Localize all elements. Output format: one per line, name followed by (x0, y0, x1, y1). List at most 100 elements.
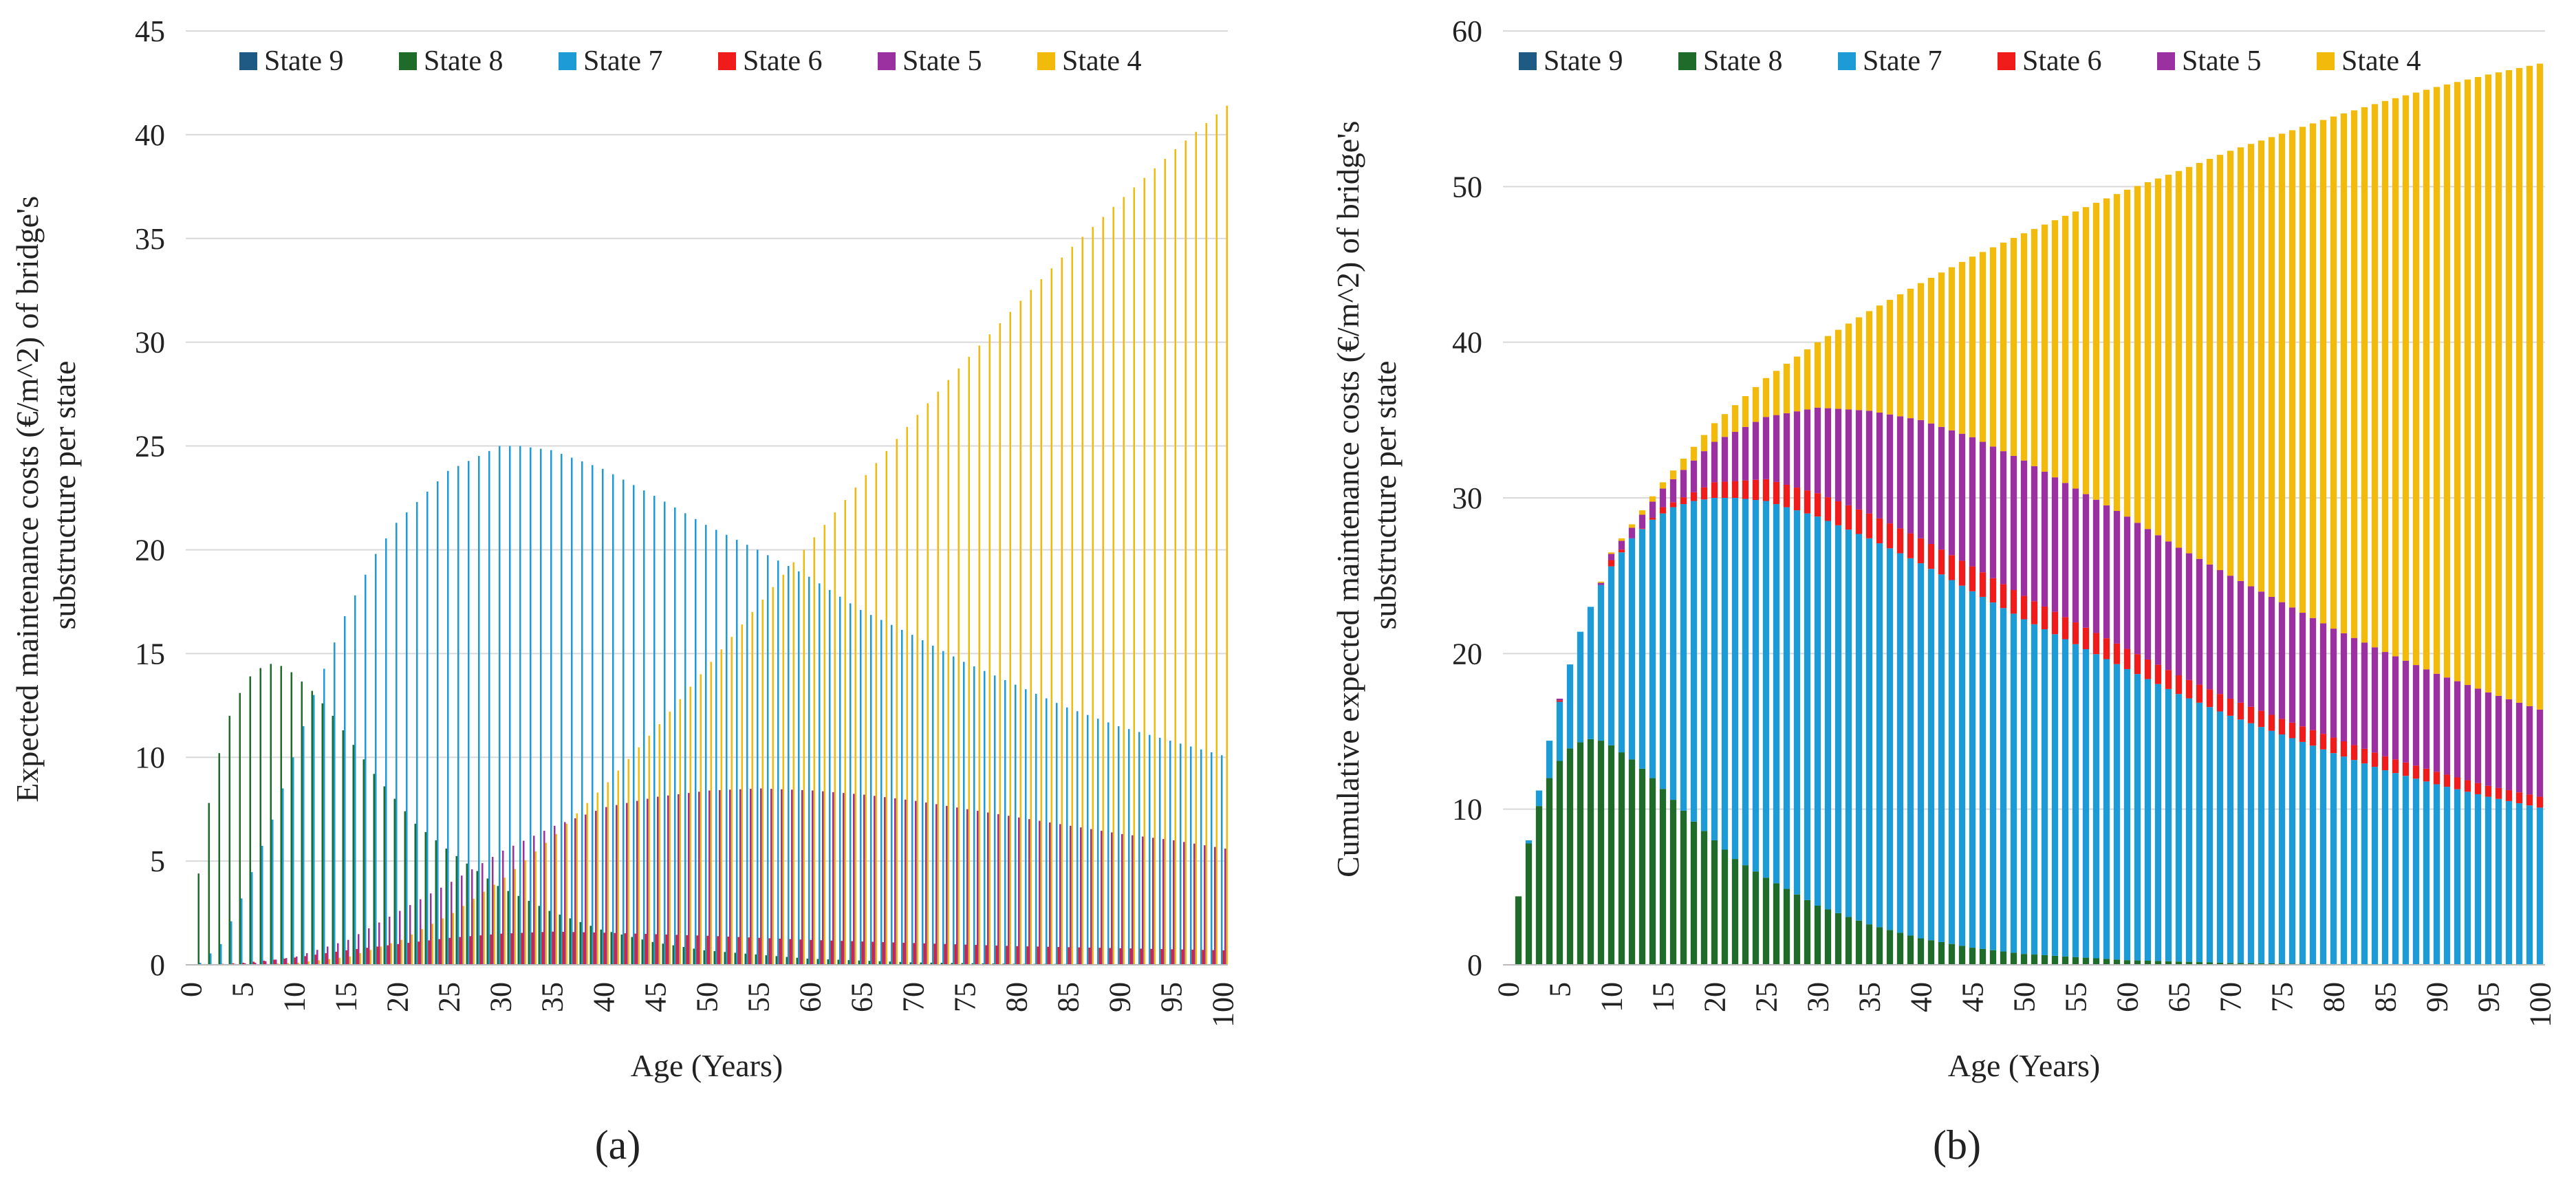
panel-b-x-tick-label: 40 (1905, 982, 1938, 1012)
panel-a-bar-state-5 (657, 797, 659, 965)
panel-a-bar-state-6 (439, 939, 441, 965)
panel-a-bar-state-4 (1195, 132, 1198, 965)
panel-b-x-tick-label: 60 (2111, 982, 2145, 1012)
panel-a-bar-state-6 (924, 943, 926, 965)
panel-b-bar-state-4 (1711, 423, 1718, 441)
panel-b-bar-state-7 (2341, 756, 2347, 964)
panel-b-bar-state-6 (2330, 738, 2337, 754)
panel-a-bar-state-5 (554, 826, 556, 965)
panel-b-bar-state-5 (1742, 427, 1749, 481)
panel-a-bar-state-4 (762, 600, 764, 965)
panel-b-bar-state-6 (2165, 670, 2172, 689)
panel-a-x-tick-label: 25 (433, 982, 466, 1012)
panel-a-x-tick-label: 20 (381, 982, 415, 1012)
panel-a-bar-state-6 (676, 935, 678, 965)
panel-b-bar-state-7 (2454, 789, 2460, 965)
panel-b-bar-state-5 (1722, 437, 1728, 481)
panel-a-bar-state-7 (798, 571, 800, 965)
panel-a-bar-state-4 (876, 463, 878, 965)
panel-b-bar-state-7 (2207, 707, 2213, 962)
panel-a-bar-state-5 (1193, 844, 1195, 965)
panel-b-bar-state-7 (1763, 501, 1769, 878)
panel-a-bar-state-6 (1120, 948, 1122, 965)
panel-a-legend-swatch (718, 52, 736, 70)
panel-a-bar-state-7 (705, 525, 707, 965)
panel-b-bar-state-4 (1846, 324, 1852, 410)
panel-a-bar-state-6 (418, 941, 420, 965)
panel-b-bar-state-5 (2537, 710, 2543, 797)
panel-a-bar-state-7 (1004, 680, 1006, 965)
panel-b-bar-state-8 (1825, 909, 1831, 965)
panel-b-bar-state-4 (2124, 190, 2130, 516)
panel-b-bar-state-6 (1856, 510, 1862, 534)
panel-a-bar-state-8 (807, 959, 809, 965)
panel-a-bar-state-6 (934, 943, 936, 965)
panel-a-bar-state-7 (880, 620, 883, 965)
panel-a-bar-state-8 (704, 950, 706, 965)
panel-b-bar-state-8 (1938, 942, 1945, 965)
panel-b-bar-state-4 (1794, 356, 1800, 411)
panel-a-bar-state-4 (1175, 149, 1177, 965)
panel-a-bar-state-6 (408, 943, 410, 965)
panel-a-bar-state-8 (786, 957, 788, 965)
panel-b-bar-state-8 (1804, 900, 1810, 965)
panel-a-bar-state-7 (354, 596, 356, 965)
panel-a-bar-state-7 (1097, 719, 1099, 965)
panel-a-bar-state-6 (429, 940, 431, 965)
panel-b-bar-state-4 (1763, 378, 1769, 417)
panel-b-bar-state-6 (2248, 707, 2254, 723)
panel-b-bar-state-8 (2114, 959, 2120, 965)
panel-a-legend-label: State 4 (1062, 45, 1141, 77)
panel-b-bar-state-7 (2000, 608, 2006, 951)
panel-a-bar-state-6 (986, 945, 988, 965)
panel-a-bar-state-6 (490, 935, 493, 965)
panel-a-x-tick-label: 40 (587, 982, 621, 1012)
panel-b-bar-state-6 (2372, 752, 2378, 767)
panel-b-bar-state-5 (1825, 408, 1831, 497)
panel-b-bar-state-7 (1856, 534, 1862, 921)
panel-b-bar-state-6 (2103, 638, 2110, 659)
panel-b-bar-state-7 (1876, 543, 1883, 927)
panel-a-x-tick-label: 65 (845, 982, 879, 1012)
panel-b-bar-state-7 (1887, 548, 1893, 930)
panel-b-bar-state-5 (2465, 685, 2471, 781)
panel-b-bar-state-5 (1598, 583, 1604, 585)
panel-a-bar-state-4 (659, 724, 661, 965)
panel-b-bar-state-5 (2372, 647, 2378, 752)
panel-a-bar-state-7 (1200, 750, 1202, 965)
panel-a-x-tick-label: 90 (1103, 982, 1137, 1012)
panel-a-bar-state-4 (463, 906, 465, 965)
panel-a-bar-state-8 (642, 939, 644, 965)
panel-b-bar-state-5 (1711, 442, 1718, 483)
panel-b-bar-state-7 (1546, 741, 1552, 778)
panel-a-legend-label: State 7 (583, 45, 662, 77)
panel-a-bar-state-7 (1159, 738, 1161, 965)
panel-a-x-tick-label: 35 (536, 982, 570, 1012)
panel-b-bar-state-4 (1815, 342, 1821, 408)
panel-a-bar-state-4 (896, 439, 898, 965)
panel-a-bar-state-6 (748, 937, 750, 965)
panel-a-bar-state-6 (604, 932, 606, 965)
panel-b-bar-state-7 (2372, 767, 2378, 964)
panel-b-bar-state-7 (1711, 498, 1718, 840)
panel-a-bar-state-5 (1101, 831, 1103, 965)
panel-b-bar-state-4 (2341, 113, 2347, 633)
panel-b-bar-state-5 (2072, 488, 2079, 622)
panel-a-x-tick-label: 30 (484, 982, 518, 1012)
panel-a-bar-state-6 (563, 932, 565, 965)
panel-a-bar-state-6 (573, 932, 575, 965)
panel-a-y-tick-label: 35 (135, 222, 165, 256)
panel-a-bar-state-7 (602, 469, 604, 965)
panel-b-bar-state-8 (1536, 806, 1542, 965)
panel-a-bar-state-5 (863, 795, 865, 965)
panel-a-bar-state-5 (925, 803, 927, 965)
panel-a-bar-state-4 (772, 587, 775, 965)
panel-a-bar-state-4 (742, 624, 744, 965)
panel-a-bar-state-8 (456, 856, 458, 965)
panel-b-bar-state-7 (1949, 580, 1955, 944)
panel-b-bar-state-8 (1753, 871, 1759, 965)
panel-b-bar-state-5 (2413, 665, 2419, 765)
panel-b-bar-state-5 (2496, 696, 2502, 788)
panel-b-bar-state-8 (1846, 917, 1852, 965)
panel-a-bar-state-8 (291, 672, 293, 965)
